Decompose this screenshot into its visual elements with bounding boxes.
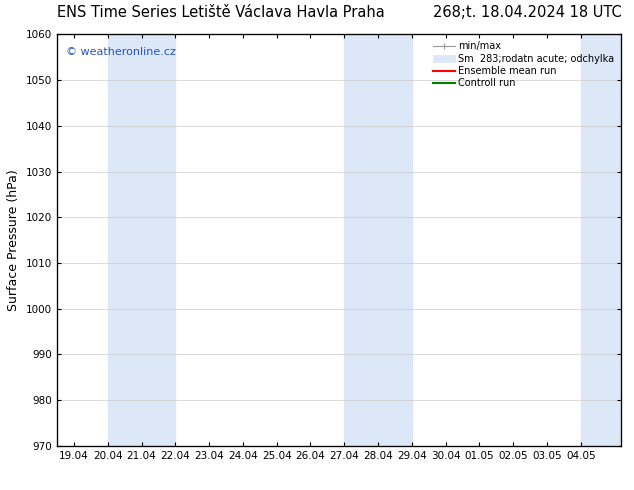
Text: © weatheronline.cz: © weatheronline.cz xyxy=(65,47,176,57)
Bar xyxy=(344,34,412,446)
Y-axis label: Surface Pressure (hPa): Surface Pressure (hPa) xyxy=(8,169,20,311)
Legend: min/max, Sm  283;rodatn acute; odchylka, Ensemble mean run, Controll run: min/max, Sm 283;rodatn acute; odchylka, … xyxy=(431,39,616,90)
Text: ENS Time Series Letiště Václava Havla Praha: ENS Time Series Letiště Václava Havla Pr… xyxy=(57,5,385,20)
Bar xyxy=(108,34,176,446)
Bar xyxy=(581,34,621,446)
Text: 268;t. 18.04.2024 18 UTC: 268;t. 18.04.2024 18 UTC xyxy=(432,5,621,20)
